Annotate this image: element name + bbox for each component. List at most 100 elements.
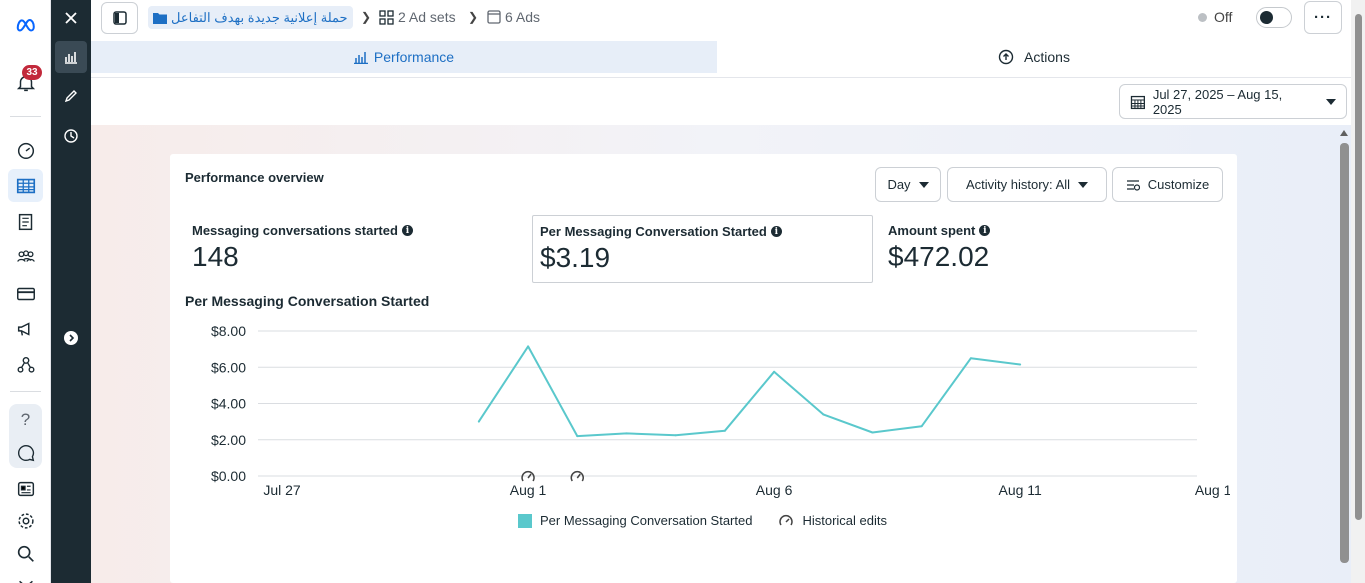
customize-label: Customize <box>1147 177 1210 192</box>
date-range-label: Jul 27, 2025 – Aug 15, 2025 <box>1152 86 1283 117</box>
data-point <box>527 345 530 348</box>
help-icon[interactable]: ? <box>20 409 31 429</box>
performance-chart-icon[interactable] <box>55 41 87 73</box>
more-options-button[interactable]: ··· <box>1304 1 1342 34</box>
folder-icon <box>153 12 167 24</box>
metric-value: 148 <box>192 241 239 272</box>
edit-icon[interactable] <box>55 80 87 112</box>
caret-down-icon <box>1326 98 1336 105</box>
data-point <box>871 431 874 434</box>
status-dot <box>1198 13 1207 22</box>
ad-icon <box>487 10 501 24</box>
calendar-icon <box>1130 95 1145 109</box>
breadcrumb-campaign[interactable]: حملة إعلانية جديدة بهدف التفاعل <box>148 6 353 29</box>
tools-icon[interactable] <box>8 568 43 583</box>
legend-swatch <box>518 513 532 528</box>
granularity-dropdown[interactable]: Day <box>875 167 941 202</box>
caret-down-icon <box>918 181 929 188</box>
tab-actions[interactable]: Actions <box>717 41 1351 73</box>
tab-divider <box>91 77 1351 78</box>
customize-button[interactable]: Customize <box>1112 167 1223 202</box>
tab-performance-label: Performance <box>373 49 455 65</box>
metric-value: $3.19 <box>540 242 611 273</box>
window-scrollbar-thumb[interactable] <box>1355 14 1362 520</box>
y-tick-label: $8.00 <box>211 323 246 339</box>
dashboard-icon[interactable] <box>8 133 43 166</box>
ellipsis-icon: ··· <box>1314 9 1332 26</box>
chevron-right-icon: ❯ <box>361 10 372 24</box>
toggle-knob <box>1260 11 1273 24</box>
info-icon[interactable]: i <box>979 225 991 236</box>
legend-series-label: Per Messaging Conversation Started <box>540 513 753 528</box>
metric-amount-spent[interactable]: Amount spent i $472.02 <box>881 215 1181 283</box>
tab-actions-label: Actions <box>1024 49 1070 65</box>
historical-edit-marker <box>570 471 584 482</box>
data-point <box>969 357 972 360</box>
megaphone-icon[interactable] <box>8 312 43 345</box>
legend-historical-label: Historical edits <box>802 513 887 528</box>
history-icon[interactable] <box>55 120 87 152</box>
campaign-name: حملة إعلانية جديدة بهدف التفاعل <box>171 9 348 25</box>
expand-icon[interactable] <box>55 322 87 354</box>
table-icon[interactable] <box>8 169 43 202</box>
caret-down-icon <box>1078 181 1089 188</box>
side-panel <box>51 0 91 583</box>
network-icon[interactable] <box>8 348 43 381</box>
meta-logo-icon[interactable] <box>8 8 43 41</box>
close-icon[interactable] <box>55 2 87 34</box>
chat-icon[interactable] <box>8 436 43 469</box>
x-tick-label: Aug 15 <box>1195 482 1230 498</box>
campaign-toggle[interactable] <box>1256 7 1292 28</box>
info-icon[interactable]: i <box>770 226 782 237</box>
activity-history-dropdown[interactable]: Activity history: All <box>947 167 1107 202</box>
settings-icon[interactable] <box>8 504 43 537</box>
scroll-up-arrow-icon[interactable] <box>1340 130 1348 136</box>
x-tick-label: Jul 27 <box>263 482 301 498</box>
metric-conversations[interactable]: Messaging conversations started i 148 <box>185 215 525 283</box>
tab-performance[interactable]: Performance <box>91 41 717 73</box>
data-point <box>723 429 726 432</box>
data-point <box>477 420 480 423</box>
data-point <box>920 425 923 428</box>
audience-icon[interactable] <box>8 240 43 273</box>
bar-chart-icon <box>353 51 368 64</box>
granularity-label: Day <box>887 177 911 192</box>
ads-label: 6 Ads <box>505 9 541 25</box>
search-icon[interactable] <box>8 537 43 570</box>
date-range-picker[interactable]: Jul 27, 2025 – Aug 15, 2025 <box>1119 84 1347 119</box>
info-icon[interactable]: i <box>401 225 413 236</box>
y-tick-label: $4.00 <box>211 396 246 412</box>
performance-card <box>170 154 1237 583</box>
data-point <box>625 432 628 435</box>
data-point <box>674 434 677 437</box>
historical-edit-marker-needle <box>527 473 532 479</box>
y-tick-label: $6.00 <box>211 359 246 375</box>
book-icon[interactable] <box>8 205 43 238</box>
sidebar-toggle-icon <box>112 11 127 25</box>
x-tick-label: Aug 11 <box>998 482 1042 498</box>
metric-cost-per-conversation[interactable]: Per Messaging Conversation Started i $3.1… <box>532 215 873 283</box>
news-icon[interactable] <box>8 472 43 505</box>
metric-label: Amount spent <box>888 223 976 238</box>
panel-scrollbar-thumb[interactable] <box>1340 143 1349 563</box>
chart-legend: Per Messaging Conversation Started Histo… <box>518 513 887 528</box>
metric-value: $472.02 <box>888 241 990 272</box>
data-point <box>773 370 776 373</box>
y-tick-label: $2.00 <box>211 432 246 448</box>
chart-title: Per Messaging Conversation Started <box>185 293 430 309</box>
billing-icon[interactable] <box>8 277 43 310</box>
left-rail: 33 ? <box>0 0 51 583</box>
line-chart: $0.00 $2.00 $4.00 $6.00 $8.00 Jul 27 Aug 1 Aug … <box>211 323 1230 498</box>
activity-history-label: Activity history: All <box>965 177 1071 192</box>
ad-sets-label: 2 Ad sets <box>398 9 456 25</box>
help-group <box>9 404 42 468</box>
y-tick-label: $0.00 <box>211 468 246 484</box>
customize-icon <box>1126 179 1140 191</box>
breadcrumb-ad-sets[interactable]: 2 Ad sets <box>379 9 456 25</box>
grid-icon <box>379 9 394 25</box>
toggle-panel-button[interactable] <box>101 2 138 34</box>
breadcrumb-ads[interactable]: 6 Ads <box>487 9 540 25</box>
status-label: Off <box>1214 9 1233 25</box>
x-tick-label: Aug 1 <box>510 482 547 498</box>
arrow-up-circle-icon <box>998 49 1014 65</box>
